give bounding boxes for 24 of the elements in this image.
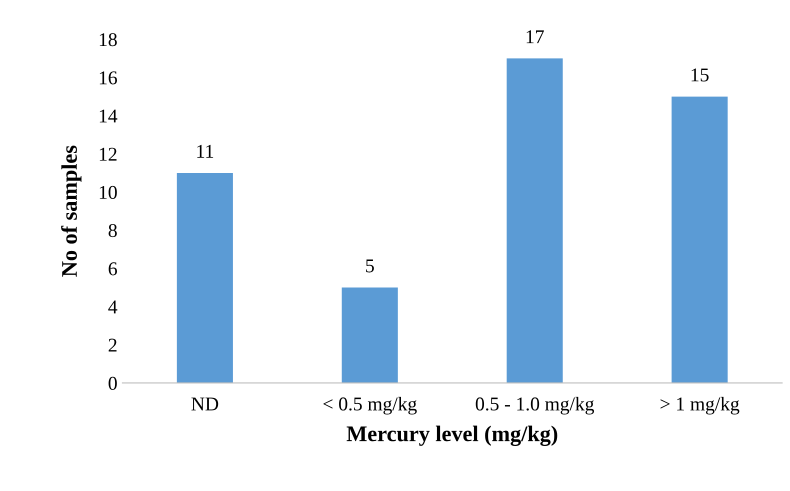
bar [506, 58, 563, 383]
x-tick-label: > 1 mg/kg [660, 396, 740, 415]
y-tick-label: 8 [108, 224, 117, 238]
data-label: 5 [366, 260, 374, 272]
y-tick-label: 4 [108, 300, 118, 314]
x-axis-title: Mercury level (mg/kg) [346, 426, 558, 446]
data-label: 15 [692, 68, 709, 82]
x-tick-label: < 0.5 mg/kg [323, 396, 417, 415]
bar [176, 172, 233, 383]
x-tick-label: ND [191, 398, 218, 410]
y-tick-label: 12 [100, 148, 117, 161]
y-tick-label: 16 [100, 71, 118, 84]
y-axis-title: No of samples [61, 146, 82, 277]
bar [672, 96, 728, 383]
y-tick-label: 0 [108, 376, 117, 390]
y-tick-label: 2 [108, 338, 117, 352]
y-tick-label: 6 [108, 262, 118, 276]
y-tick-label: 18 [100, 33, 117, 46]
bar [342, 288, 398, 383]
x-tick-label: 0.5 - 1.0 mg/kg [476, 396, 594, 415]
y-tick-label: 10 [100, 186, 117, 199]
data-label: 11 [197, 144, 214, 158]
y-tick-label: 14 [100, 110, 118, 122]
data-label: 17 [526, 30, 544, 44]
